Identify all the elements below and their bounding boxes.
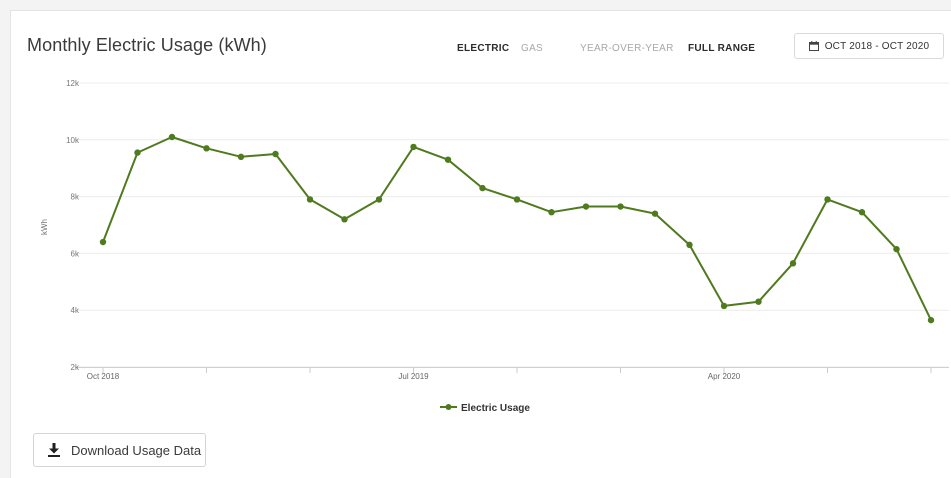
data-point[interactable] xyxy=(824,196,831,203)
data-point[interactable] xyxy=(548,209,555,216)
x-tick-label: Apr 2020 xyxy=(708,372,741,381)
data-point[interactable] xyxy=(375,196,383,203)
series-line-electric-usage xyxy=(102,136,932,321)
page-title: Monthly Electric Usage (kWh) xyxy=(27,35,267,55)
data-point[interactable] xyxy=(168,133,176,141)
data-point[interactable] xyxy=(893,245,900,253)
download-icon xyxy=(48,443,60,457)
calendar-icon xyxy=(808,41,819,51)
data-point[interactable] xyxy=(927,316,935,324)
data-point[interactable] xyxy=(306,196,314,203)
y-tick-label: 6k xyxy=(71,249,80,258)
data-point[interactable] xyxy=(858,209,866,216)
tab-electric[interactable]: ELECTRIC xyxy=(457,43,510,54)
data-point[interactable] xyxy=(789,260,797,267)
data-point[interactable] xyxy=(341,216,348,223)
usage-card: Monthly Electric Usage (kWh) ELECTRIC GA… xyxy=(10,10,951,478)
date-range-label: OCT 2018 - OCT 2020 xyxy=(824,40,930,52)
legend-marker xyxy=(445,404,452,410)
date-range-button[interactable]: OCT 2018 - OCT 2020 xyxy=(794,33,944,59)
usage-line-chart: kWh 2k 4k 6k 8k 10k 12k Oct 2018 Jul 2019 Apr 20… xyxy=(40,79,949,414)
data-point[interactable] xyxy=(237,153,245,161)
y-tick-label: 12k xyxy=(66,79,80,88)
y-tick-label: 4k xyxy=(71,306,80,315)
data-point[interactable] xyxy=(272,150,279,158)
data-point[interactable] xyxy=(686,241,693,249)
download-usage-button[interactable]: Download Usage Data xyxy=(33,433,206,467)
tab-year-over-year[interactable]: YEAR-OVER-YEAR xyxy=(580,43,674,54)
y-tick-label: 8k xyxy=(71,193,80,202)
tab-full-range[interactable]: FULL RANGE xyxy=(688,43,756,54)
data-point[interactable] xyxy=(99,238,107,246)
y-axis-label: kWh xyxy=(40,219,49,235)
data-point[interactable] xyxy=(479,184,486,192)
data-point[interactable] xyxy=(617,203,624,210)
legend[interactable]: Electric Usage xyxy=(440,403,530,414)
tab-gas[interactable]: GAS xyxy=(521,43,544,54)
data-point[interactable] xyxy=(513,196,521,203)
x-tick-label: Jul 2019 xyxy=(398,372,429,381)
data-point[interactable] xyxy=(203,145,210,152)
x-tick-label: Oct 2018 xyxy=(87,372,120,381)
legend-label-electric-usage: Electric Usage xyxy=(461,403,530,414)
data-point[interactable] xyxy=(134,149,141,156)
data-point[interactable] xyxy=(651,210,659,217)
data-point[interactable] xyxy=(410,143,417,151)
download-usage-label: Download Usage Data xyxy=(71,442,202,458)
data-point[interactable] xyxy=(444,156,452,163)
data-point[interactable] xyxy=(755,298,762,305)
y-tick-label: 10k xyxy=(66,136,80,145)
y-tick-label: 2k xyxy=(71,363,80,372)
data-point[interactable] xyxy=(720,302,728,310)
data-point[interactable] xyxy=(582,203,590,210)
